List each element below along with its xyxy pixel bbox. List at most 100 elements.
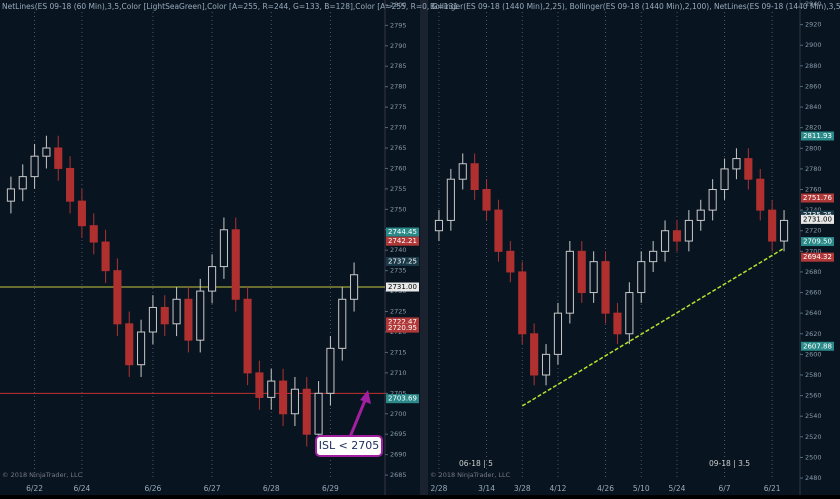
trend-line [521, 247, 785, 407]
price-tag [801, 193, 834, 203]
y-tick-label: 2640 [805, 309, 822, 317]
candle-body [625, 292, 634, 335]
candle-body [219, 229, 228, 268]
y-tick-label: 2800 [805, 144, 822, 152]
annotation-text: ISL < 2705 [319, 439, 380, 452]
candle-body [434, 219, 444, 232]
y-tick-label: 2765 [390, 144, 407, 152]
copyright: © 2018 NinjaTrader, LLC [430, 471, 511, 479]
y-tick-label: 2600 [805, 350, 822, 358]
candle-body [565, 250, 574, 314]
annotation-arrow [348, 397, 368, 438]
y-tick-label: 2715 [390, 348, 407, 356]
candle-body [660, 230, 670, 252]
y-tick-label: 2725 [390, 308, 407, 316]
price-tag [386, 317, 419, 327]
candle-body [255, 372, 264, 398]
y-tick-label: 2540 [805, 412, 822, 420]
price-tag-label: 2694.32 [803, 253, 832, 261]
candle-body [243, 298, 252, 374]
candle-body [326, 347, 335, 394]
candle-body [470, 163, 479, 191]
candle-body [494, 209, 503, 252]
price-tag [801, 214, 834, 224]
candle-body [613, 312, 622, 335]
y-tick-label: 2500 [805, 453, 822, 461]
candle-body [708, 189, 717, 211]
y-tick-label: 2900 [805, 41, 822, 49]
price-tag [386, 323, 419, 333]
candle-body [589, 261, 598, 294]
y-tick-label: 2790 [390, 42, 407, 50]
candle-body [732, 158, 741, 170]
candle-body [541, 353, 551, 376]
candle-body [54, 147, 63, 169]
annotation-arrowhead [360, 390, 371, 404]
panel-divider [420, 0, 428, 495]
price-tag [801, 237, 834, 247]
x-tick-label: 6/27 [204, 484, 221, 493]
y-tick-label: 2780 [390, 83, 407, 91]
y-tick-label: 2940 [805, 0, 822, 8]
candle-body [446, 178, 455, 221]
candle-body [530, 333, 539, 376]
candle-body [696, 209, 705, 221]
candle-body [30, 155, 39, 178]
x-tick-label: 3/14 [478, 484, 495, 493]
price-tag [386, 227, 419, 237]
price-tag [801, 341, 834, 351]
y-tick-label: 2520 [805, 433, 822, 441]
price-tag-label: 2742.21 [388, 237, 417, 245]
candle-body [684, 219, 693, 242]
price-tag-label: 2722.47 [388, 318, 417, 326]
price-tag-label: 2751.76 [803, 194, 832, 202]
candle-body [779, 219, 789, 242]
y-tick-label: 2620 [805, 330, 822, 338]
y-tick-label: 2700 [805, 247, 822, 255]
candle-body [113, 270, 122, 325]
y-tick-label: 2660 [805, 289, 822, 297]
candle-body [89, 225, 98, 243]
y-tick-label: 2820 [805, 124, 822, 132]
candle-body [350, 274, 359, 300]
candle-body [172, 298, 181, 325]
price-tag-label: 2709.50 [803, 238, 832, 246]
price-tag-label: 2737.25 [388, 257, 417, 265]
x-tick-label: 4/26 [597, 484, 614, 493]
copyright: © 2018 NinjaTrader, LLC [2, 471, 83, 479]
candle-body [231, 229, 240, 300]
chart-header: Bollinger(ES 09-18 (1440 Min),2,25), Bol… [430, 2, 840, 11]
candle-body [101, 241, 110, 272]
candle-body [768, 209, 777, 242]
candle-body [601, 261, 610, 314]
price-tag-label: 2731.00 [388, 283, 417, 291]
candle-body [756, 178, 765, 211]
candle-body [553, 312, 563, 355]
y-tick-label: 2860 [805, 82, 822, 90]
y-tick-label: 2770 [390, 124, 407, 132]
y-tick-label: 2780 [805, 165, 822, 173]
candle-body [338, 298, 347, 349]
candle-body [18, 176, 27, 190]
y-tick-label: 2720 [805, 227, 822, 235]
price-tag [801, 131, 834, 141]
annotation-box [315, 435, 383, 457]
candle-body [184, 298, 193, 341]
price-tag-label: 2607.88 [803, 342, 832, 350]
candle-body [148, 306, 157, 333]
candle-body [458, 163, 467, 180]
candle-body [506, 250, 515, 273]
y-tick-label: 2785 [390, 62, 407, 70]
x-tick-label: 6/24 [73, 484, 90, 493]
contract-label: 09-18 | 3.5 [709, 459, 750, 468]
x-tick-label: 6/22 [26, 484, 43, 493]
price-tag-label: 2744.45 [388, 228, 417, 236]
price-tag [386, 256, 419, 266]
y-tick-label: 2760 [390, 164, 407, 172]
candle-body [66, 167, 75, 202]
y-tick-label: 2750 [390, 205, 407, 213]
x-tick-label: 6/21 [764, 484, 781, 493]
y-tick-label: 2690 [390, 451, 407, 459]
contract-label: 06-18 | 5 [459, 459, 493, 468]
